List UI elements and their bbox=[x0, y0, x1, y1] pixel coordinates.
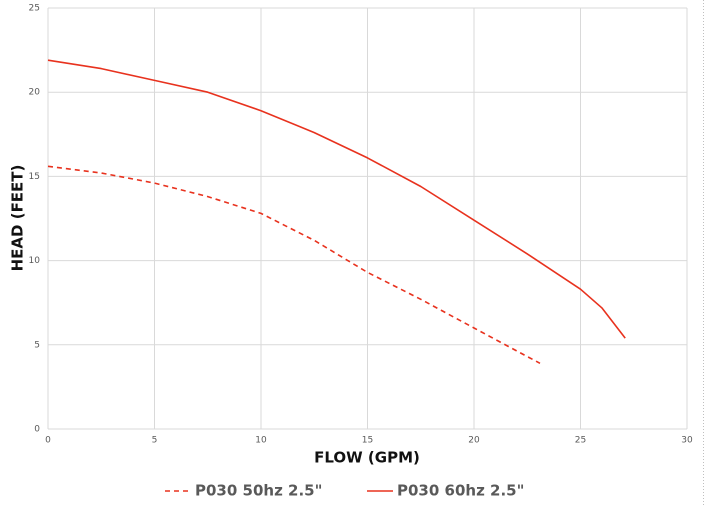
y-tick-label: 15 bbox=[29, 172, 40, 182]
legend-label: P030 50hz 2.5" bbox=[195, 482, 322, 500]
line-series bbox=[47, 165, 541, 365]
x-tick-label: 0 bbox=[45, 436, 51, 446]
y-tick-label: 20 bbox=[29, 88, 41, 98]
y-tick-label: 5 bbox=[34, 340, 40, 350]
x-axis-title: FLOW (GPM) bbox=[314, 449, 420, 467]
x-tick-label: 20 bbox=[468, 436, 480, 446]
y-axis-title: HEAD (FEET) bbox=[9, 165, 27, 272]
x-tick-label: 25 bbox=[575, 436, 586, 446]
x-tick-label: 10 bbox=[255, 436, 267, 446]
y-tick-label: 10 bbox=[29, 256, 41, 266]
y-tick-label: 25 bbox=[29, 4, 40, 14]
x-tick-label: 30 bbox=[681, 436, 693, 446]
line-series bbox=[47, 59, 626, 339]
x-tick-label: 15 bbox=[362, 436, 373, 446]
y-tick-label: 0 bbox=[34, 425, 40, 435]
legend-label: P030 60hz 2.5" bbox=[397, 482, 524, 500]
x-tick-label: 5 bbox=[152, 436, 158, 446]
